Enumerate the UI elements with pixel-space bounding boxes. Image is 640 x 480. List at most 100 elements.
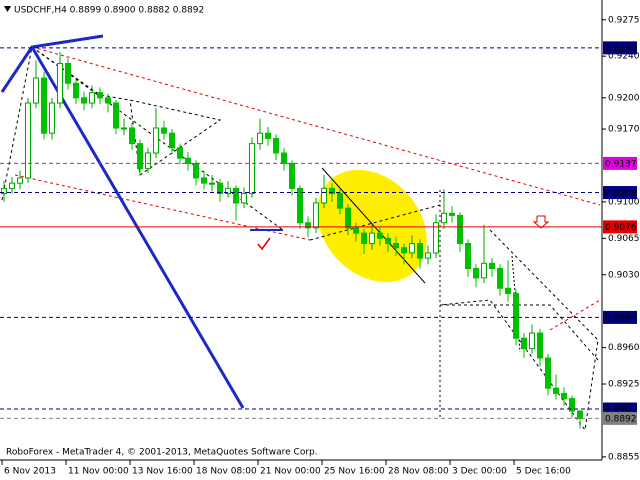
candle-body (433, 222, 439, 254)
candle-body (225, 187, 231, 195)
candle-body (505, 287, 511, 294)
candle-body (569, 398, 575, 412)
candle-body (441, 212, 447, 224)
footer-note: RoboForex - MetaTrader 4, © 2001-2013, M… (6, 448, 318, 458)
candle-body (473, 268, 479, 279)
candle-body (137, 143, 143, 170)
candle-body (409, 243, 415, 254)
candle-body (545, 357, 551, 389)
candle-body (281, 152, 287, 164)
trend-line (549, 299, 601, 331)
candle-body (153, 127, 159, 154)
candle-body (385, 237, 391, 245)
candle-body (73, 82, 79, 99)
candle-body (97, 92, 103, 99)
y-tick-label: 0.8925 (608, 380, 640, 390)
candle-body (489, 262, 495, 270)
level-label-box (603, 41, 637, 55)
candle-body (393, 243, 399, 249)
candle-body (497, 268, 503, 289)
x-tick-label: 6 Nov 2013 (4, 467, 56, 477)
candle-body (1, 187, 7, 195)
level-label-box (603, 411, 637, 425)
candle-body (305, 222, 311, 229)
candle-body (457, 214, 463, 245)
trend-line (14, 174, 311, 241)
candle-body (521, 337, 527, 350)
candle-body (113, 102, 119, 129)
x-tick-label: 5 Dec 16:00 (516, 467, 571, 477)
candle-body (529, 332, 535, 350)
projection-line (440, 304, 599, 361)
candle-body (81, 97, 87, 104)
candle-body (553, 387, 559, 394)
candle-body (265, 132, 271, 139)
candle-body (417, 243, 423, 259)
candle-body (537, 332, 543, 359)
candle-body (9, 182, 15, 189)
candle-body (425, 252, 431, 259)
candle-body (257, 132, 263, 145)
level-label: 0.9137 (605, 159, 637, 169)
candle-body (57, 62, 63, 104)
level-label: 0.9076 (605, 223, 637, 233)
y-tick-label: 0.8960 (608, 343, 640, 353)
candle-body (145, 152, 151, 170)
candle-body (561, 392, 567, 400)
candle-body (513, 292, 519, 339)
x-tick-label: 13 Nov 16:00 (132, 467, 193, 477)
candle-body (65, 62, 71, 84)
candle-body (17, 177, 23, 184)
candle-body (577, 410, 583, 419)
candle-body (449, 212, 455, 216)
candle-body (105, 97, 111, 104)
candle-body (217, 182, 223, 195)
candle-body (345, 207, 351, 229)
y-tick-label: 0.9275 (608, 15, 640, 25)
level-label: 0.9109 (605, 189, 637, 199)
candle-body (33, 77, 39, 104)
title-icon (4, 6, 11, 12)
candle-body (209, 182, 215, 185)
candle-body (273, 137, 279, 154)
candle-body (25, 102, 31, 179)
candle-body (377, 232, 383, 239)
candle-body (297, 187, 303, 224)
candle-body (241, 193, 247, 204)
trend-line (31, 46, 601, 206)
candle-body (49, 102, 55, 134)
candle-body (337, 193, 343, 209)
level-label: 0.8989 (605, 313, 637, 323)
trend-line (309, 204, 441, 241)
level-label-box (603, 156, 637, 170)
candle-body (41, 77, 47, 134)
candle-body (401, 247, 407, 254)
candle-body (121, 127, 127, 130)
arrow-icon (532, 215, 550, 229)
candle-body (185, 157, 191, 164)
candle-body (177, 147, 183, 159)
candle-body (481, 262, 487, 279)
level-label-box (603, 220, 637, 234)
candle-body (465, 243, 471, 270)
y-tick-label: 0.9200 (608, 93, 640, 103)
level-label-box (603, 186, 637, 200)
candle-body (329, 187, 335, 195)
candle-body (321, 187, 327, 204)
y-tick-label: 0.9170 (608, 125, 640, 135)
candle-body (161, 127, 167, 134)
pattern-lines (1, 46, 222, 201)
y-tick-label: 0.8855 (608, 452, 640, 462)
fan-line (30, 46, 245, 409)
trend-line (321, 167, 426, 284)
candle-body (361, 232, 367, 245)
x-tick-label: 28 Nov 08:00 (388, 467, 449, 477)
candle-body (169, 132, 175, 149)
level-label: 0.9248 (605, 44, 637, 54)
projection-line (439, 229, 599, 432)
y-tick-label: 0.9100 (608, 197, 640, 207)
y-tick-label: 0.9065 (608, 234, 640, 244)
candle-body (289, 162, 295, 189)
